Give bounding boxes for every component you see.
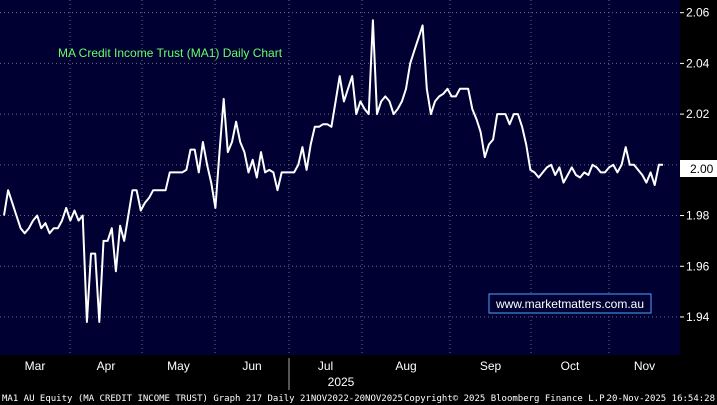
watermark: www.marketmatters.com.au bbox=[495, 297, 644, 311]
x-tick-label: Aug bbox=[395, 359, 416, 373]
y-tick-label: 1.94 bbox=[686, 310, 710, 324]
last-price-label: 2.00 bbox=[690, 162, 714, 176]
x-tick-label: May bbox=[167, 359, 190, 373]
x-tick-label: Nov bbox=[634, 359, 655, 373]
y-tick-label: 1.96 bbox=[686, 259, 710, 273]
year-label: 2025 bbox=[328, 375, 355, 389]
x-axis: Mar Apr May Jun Jul Aug Sep Oct Nov bbox=[25, 358, 655, 390]
footer-timestamp: 20-Nov-2025 16:54:28 bbox=[607, 394, 715, 404]
x-tick-label: Oct bbox=[561, 359, 580, 373]
last-price-tag: 2.00 bbox=[680, 160, 717, 177]
y-tick-label: 2.06 bbox=[686, 6, 710, 20]
y-tick-label: 2.04 bbox=[686, 56, 710, 70]
price-line bbox=[3, 19, 663, 323]
watermark-box bbox=[488, 293, 652, 314]
x-tick-label: Apr bbox=[97, 359, 116, 373]
grid-lines bbox=[0, 0, 680, 355]
chart-title: MA Credit Income Trust (MA1) Daily Chart bbox=[58, 46, 283, 60]
y-tick-label: 2.02 bbox=[686, 107, 710, 121]
footer-copyright: Copyright© 2025 Bloomberg Finance L.P. bbox=[404, 394, 610, 404]
x-tick-label: Jul bbox=[318, 359, 333, 373]
footer-security: MA1 AU Equity (MA CREDIT INCOME TRUST) G… bbox=[2, 394, 403, 404]
x-tick-label: Mar bbox=[25, 359, 46, 373]
x-tick-label: Sep bbox=[480, 359, 502, 373]
y-tick-label: 1.98 bbox=[686, 209, 710, 223]
last-price-box bbox=[680, 160, 717, 177]
x-tick-label: Jun bbox=[242, 359, 261, 373]
y-axis: 2.06 2.04 2.02 1.98 1.96 1.94 bbox=[680, 6, 710, 324]
